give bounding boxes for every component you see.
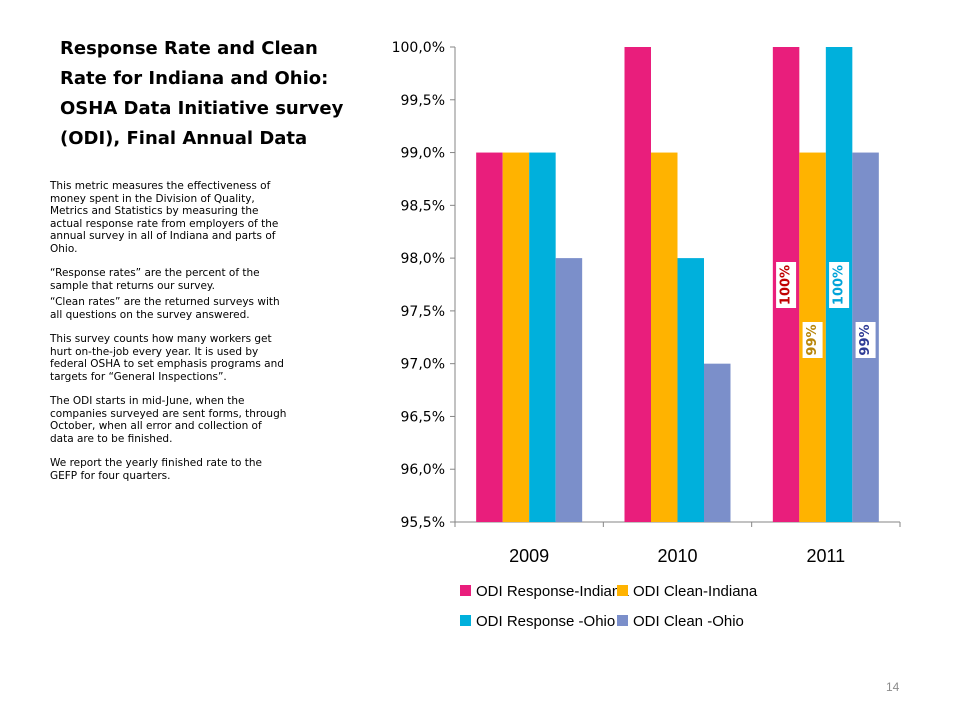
legend-swatch-odi-response-indiana: [460, 585, 471, 596]
legend-swatch-odi-clean-ohio: [617, 615, 628, 626]
body-text: This metric measures the effectiveness o…: [50, 180, 288, 494]
data-label-background: [855, 322, 876, 358]
paragraph-response-rates: “Response rates” are the percent of the …: [50, 267, 260, 292]
paragraph-survey-purpose: This survey counts how many workers get …: [50, 333, 284, 383]
legend-swatch-odi-clean-indiana: [617, 585, 628, 596]
y-tick-label: 99,5%: [401, 93, 445, 109]
bar-odi-clean-indiana-2009: [502, 152, 530, 523]
y-tick-label: 100,0%: [392, 40, 445, 56]
bar-odi-clean-ohio-2010: [704, 363, 731, 522]
data-label: 100%: [779, 265, 794, 305]
y-tick-label: 96,0%: [401, 462, 445, 478]
bar-odi-response-ohio-2009: [529, 152, 556, 523]
bar-odi-response-indiana-2009: [476, 152, 503, 523]
data-label-background: [776, 262, 797, 308]
bar-odi-response-ohio-2010: [677, 258, 704, 522]
y-tick-label: 95,5%: [401, 515, 445, 531]
y-tick-label: 98,5%: [401, 198, 445, 214]
data-label-background: [829, 262, 850, 308]
paragraph-odi-timing: The ODI starts in mid-June, when the com…: [50, 395, 287, 445]
y-tick-label: 98,0%: [401, 251, 445, 267]
bar-odi-response-indiana-2010: [624, 47, 651, 522]
legend-label: ODI Response-Indiana: [476, 583, 629, 600]
data-label: 99%: [805, 324, 820, 355]
legend-swatch-odi-response-ohio: [460, 615, 471, 626]
legend-label: ODI Clean -Ohio: [633, 613, 744, 630]
bar-odi-clean-ohio-2009: [555, 258, 583, 522]
y-tick-label: 96,5%: [401, 409, 445, 425]
bar-odi-clean-indiana-2010: [651, 152, 678, 523]
data-label: 99%: [858, 324, 873, 355]
x-tick-label: 2009: [509, 546, 549, 566]
legend-label: ODI Response -Ohio: [476, 613, 615, 630]
x-tick-label: 2011: [806, 546, 845, 566]
data-label-background: [802, 322, 823, 358]
y-tick-label: 99,0%: [401, 146, 445, 162]
paragraph-reporting: We report the yearly finished rate to th…: [50, 457, 262, 482]
paragraph-clean-rates: “Clean rates” are the returned surveys w…: [50, 296, 280, 321]
y-tick-label: 97,5%: [401, 304, 445, 320]
slide-title: Response Rate and Clean Rate for Indiana…: [60, 38, 344, 149]
data-label: 100%: [832, 265, 847, 305]
paragraph-metric: This metric measures the effectiveness o…: [50, 180, 279, 255]
bar-chart: 95,5% 96,0% 96,5% 97,0% 97,5% 98,0% 98,5% 99,0%…: [392, 40, 901, 630]
page-number: 14: [886, 680, 900, 694]
x-tick-label: 2010: [657, 546, 697, 566]
legend-label: ODI Clean-Indiana: [633, 583, 758, 600]
y-tick-label: 97,0%: [401, 357, 445, 373]
